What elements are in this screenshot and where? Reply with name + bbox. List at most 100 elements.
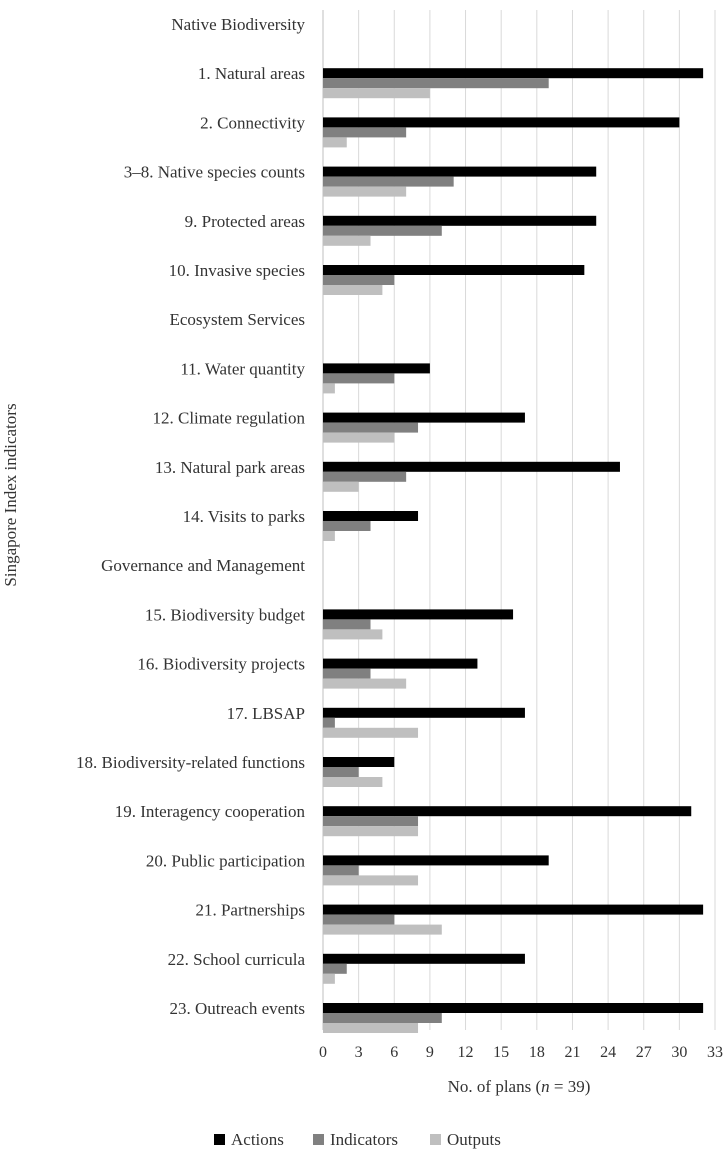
bar-indicators [323, 865, 359, 875]
x-tick-label: 6 [390, 1044, 398, 1061]
bar-indicators [323, 767, 359, 777]
category-label: 17. LBSAP [227, 704, 305, 723]
x-tick-label: 18 [529, 1044, 545, 1061]
bar-indicators [323, 915, 394, 925]
bar-indicators [323, 127, 406, 137]
bar-actions [323, 609, 513, 619]
category-label: Ecosystem Services [170, 310, 306, 329]
category-label: 14. Visits to parks [183, 507, 305, 526]
category-label: 1. Natural areas [198, 64, 305, 83]
legend-swatch-actions [214, 1134, 225, 1145]
category-label: 13. Natural park areas [155, 458, 305, 477]
bar-actions [323, 216, 596, 226]
bar-actions [323, 413, 525, 423]
bar-actions [323, 167, 596, 177]
bar-outputs [323, 187, 406, 197]
x-tick-label: 9 [426, 1044, 434, 1061]
legend: Actions Indicators Outputs [214, 1130, 501, 1149]
bar-indicators [323, 423, 418, 433]
bar-outputs [323, 728, 418, 738]
x-tick-label: 33 [707, 1044, 723, 1061]
category-label: 9. Protected areas [185, 212, 305, 231]
bar-actions [323, 757, 394, 767]
x-tick-label: 27 [636, 1044, 652, 1061]
bar-indicators [323, 78, 549, 88]
category-label: 20. Public participation [146, 851, 306, 870]
bar-outputs [323, 433, 394, 443]
bar-actions [323, 708, 525, 718]
bar-outputs [323, 777, 382, 787]
bar-outputs [323, 482, 359, 492]
bar-outputs [323, 875, 418, 885]
category-labels: Native Biodiversity 1. Natural areas 2. Co… [76, 15, 305, 1018]
bar-outputs [323, 285, 382, 295]
bar-indicators [323, 1013, 442, 1023]
category-label: 18. Biodiversity-related functions [76, 753, 305, 772]
x-tick-label: 12 [458, 1044, 474, 1061]
bar-indicators [323, 619, 371, 629]
bar-actions [323, 806, 691, 816]
legend-swatch-outputs [430, 1134, 441, 1145]
bar-outputs [323, 1023, 418, 1033]
bar-actions [323, 659, 477, 669]
category-label: Governance and Management [101, 556, 305, 575]
bar-outputs [323, 629, 382, 639]
x-tick-label: 15 [493, 1044, 509, 1061]
bar-outputs [323, 236, 371, 246]
bar-indicators [323, 816, 418, 826]
bar-outputs [323, 88, 430, 98]
bar-outputs [323, 679, 406, 689]
category-label: Native Biodiversity [171, 15, 305, 34]
bar-indicators [323, 669, 371, 679]
y-axis-title: Singapore Index indicators [1, 403, 20, 586]
bar-indicators [323, 177, 454, 187]
bar-outputs [323, 531, 335, 541]
x-tick-label: 30 [671, 1044, 687, 1061]
x-tick-label: 21 [564, 1044, 580, 1061]
x-axis-title-prefix: No. of plans ( [448, 1077, 542, 1096]
bar-outputs [323, 137, 347, 147]
bar-indicators [323, 964, 347, 974]
bar-actions [323, 511, 418, 521]
category-label: 12. Climate regulation [153, 409, 306, 428]
bar-indicators [323, 226, 442, 236]
bar-actions [323, 1003, 703, 1013]
x-axis-title-suffix: = 39) [550, 1077, 591, 1096]
bar-indicators [323, 521, 371, 531]
bar-outputs [323, 925, 442, 935]
x-tick-labels: 0 3 6 9 12 15 18 21 24 27 30 33 [319, 1044, 723, 1061]
legend-label-outputs: Outputs [447, 1130, 501, 1149]
bar-actions [323, 905, 703, 915]
category-label: 23. Outreach events [170, 999, 305, 1018]
x-tick-label: 3 [355, 1044, 363, 1061]
bar-indicators [323, 718, 335, 728]
category-label: 11. Water quantity [180, 359, 305, 378]
bar-actions [323, 855, 549, 865]
category-label: 10. Invasive species [169, 261, 305, 280]
category-label: 16. Biodiversity projects [137, 655, 305, 674]
bar-actions [323, 363, 430, 373]
bar-indicators [323, 373, 394, 383]
bar-outputs [323, 974, 335, 984]
bars [323, 68, 703, 1033]
x-tick-label: 0 [319, 1044, 327, 1061]
bar-actions [323, 462, 620, 472]
bar-actions [323, 954, 525, 964]
category-label: 21. Partnerships [195, 901, 305, 920]
category-label: 2. Connectivity [200, 113, 305, 132]
legend-label-actions: Actions [231, 1130, 284, 1149]
x-axis-title: No. of plans (n = 39) [448, 1077, 591, 1096]
x-axis-title-variable: n [541, 1077, 550, 1096]
category-label: 22. School curricula [168, 950, 306, 969]
category-label: 15. Biodiversity budget [145, 605, 305, 624]
bar-actions [323, 68, 703, 78]
bar-outputs [323, 383, 335, 393]
bar-indicators [323, 275, 394, 285]
category-label: 3–8. Native species counts [124, 163, 305, 182]
legend-label-indicators: Indicators [330, 1130, 398, 1149]
legend-swatch-indicators [313, 1134, 324, 1145]
category-label: 19. Interagency cooperation [115, 802, 306, 821]
bar-actions [323, 117, 679, 127]
